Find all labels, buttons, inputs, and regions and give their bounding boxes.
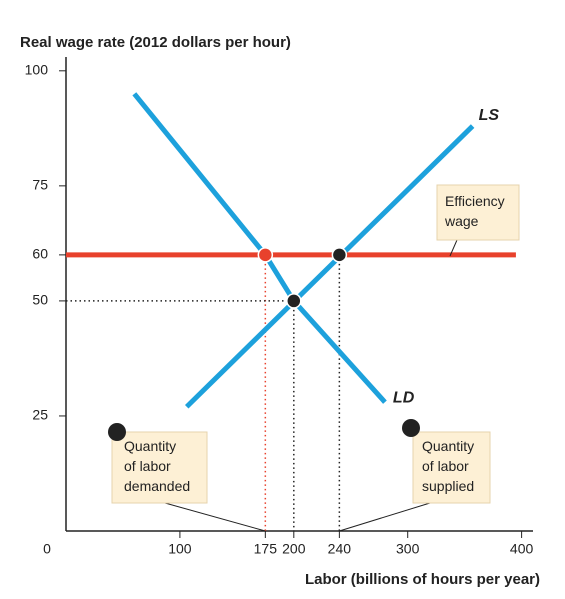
y-tick-label: 100 — [25, 62, 49, 78]
y-tick-label: 50 — [32, 292, 48, 308]
curve — [132, 92, 387, 404]
callout-text: of labor — [422, 458, 469, 474]
callout-number: 2 — [408, 421, 415, 435]
y-tick-label: 25 — [32, 407, 48, 423]
leader-line — [339, 502, 431, 532]
x-tick-label: 200 — [282, 541, 306, 557]
x-tick-label: 100 — [168, 541, 192, 557]
x-tick-label: 400 — [510, 541, 534, 557]
callout-text: demanded — [124, 478, 190, 494]
x-axis-label: Labor (billions of hours per year) — [305, 571, 540, 588]
y-axis-label: Real wage rate (2012 dollars per hour) — [20, 34, 291, 51]
callout-box — [111, 431, 208, 504]
callout-text: supplied — [422, 478, 474, 494]
callout-text: Efficiency — [445, 193, 505, 209]
x-tick-label: 175 — [254, 541, 278, 557]
equilibrium-point — [286, 293, 302, 309]
callout-number: 1 — [114, 425, 121, 439]
callout-badge — [108, 423, 126, 441]
callout-text: wage — [444, 213, 479, 229]
callout-text: Quantity — [422, 438, 474, 454]
callout-text: of labor — [124, 458, 171, 474]
leader-line — [449, 239, 458, 257]
curve-label: LS — [479, 107, 500, 124]
leader-line — [164, 502, 266, 532]
y-tick-label: 60 — [32, 246, 48, 262]
curve-label: LD — [393, 389, 415, 406]
curve — [184, 124, 475, 409]
x-tick-label: 240 — [328, 541, 352, 557]
x-tick-label: 300 — [396, 541, 420, 557]
equilibrium-point — [257, 247, 274, 263]
equilibrium-point — [331, 247, 348, 263]
callout-badge — [402, 419, 420, 437]
callout-box — [436, 184, 520, 241]
callout-box — [412, 431, 491, 504]
x-tick-label: 0 — [43, 541, 51, 557]
y-tick-label: 75 — [32, 177, 48, 193]
callout-text: Quantity — [124, 438, 176, 454]
